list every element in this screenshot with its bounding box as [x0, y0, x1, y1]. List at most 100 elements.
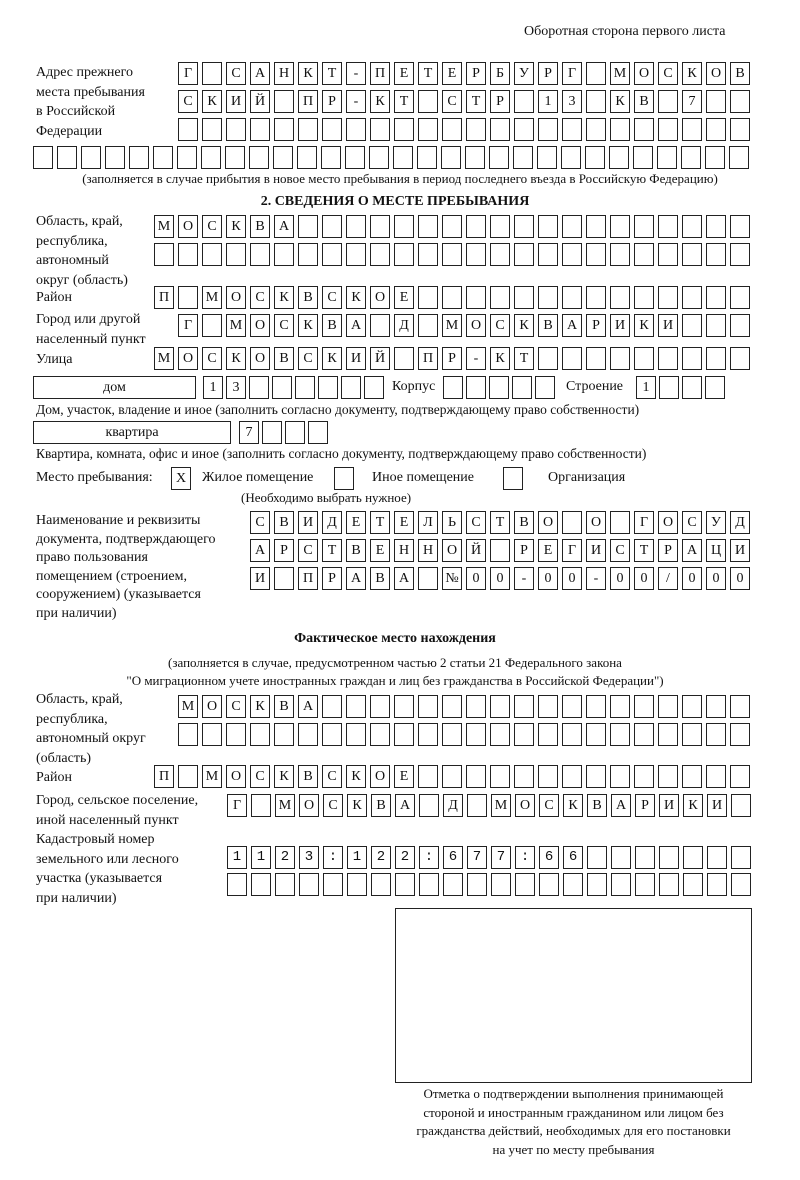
char-cell[interactable]: О: [442, 539, 462, 562]
char-cell[interactable]: Т: [322, 539, 342, 562]
char-cell[interactable]: [706, 314, 726, 337]
char-cell[interactable]: [490, 215, 510, 238]
char-cell[interactable]: М: [202, 765, 222, 788]
char-cell[interactable]: [227, 873, 247, 896]
char-cell[interactable]: [322, 695, 342, 718]
char-cell[interactable]: К: [346, 765, 366, 788]
char-cell[interactable]: [274, 243, 294, 266]
char-cell[interactable]: [682, 765, 702, 788]
char-cell[interactable]: [682, 215, 702, 238]
char-cell[interactable]: [297, 146, 317, 169]
char-cell[interactable]: М: [178, 695, 198, 718]
char-cell[interactable]: [610, 286, 630, 309]
char-cell[interactable]: [298, 215, 318, 238]
char-cell[interactable]: [586, 723, 606, 746]
char-cell[interactable]: Т: [394, 90, 414, 113]
char-cell[interactable]: [730, 347, 750, 370]
char-cell[interactable]: Г: [227, 794, 247, 817]
char-cell[interactable]: Р: [322, 90, 342, 113]
char-cell[interactable]: [538, 347, 558, 370]
char-cell[interactable]: [262, 421, 282, 444]
char-cell[interactable]: -: [346, 90, 366, 113]
char-cell[interactable]: [394, 347, 414, 370]
char-cell[interactable]: [371, 873, 391, 896]
char-cell[interactable]: [418, 765, 438, 788]
char-cell[interactable]: 0: [682, 567, 702, 590]
char-cell[interactable]: [371, 846, 391, 869]
char-cell[interactable]: 0: [634, 567, 654, 590]
char-cell[interactable]: [538, 215, 558, 238]
char-cell[interactable]: [561, 146, 581, 169]
char-cell[interactable]: [682, 347, 702, 370]
char-cell[interactable]: У: [706, 511, 726, 534]
char-cell[interactable]: [634, 243, 654, 266]
char-cell[interactable]: [730, 695, 750, 718]
char-cell[interactable]: [515, 846, 535, 869]
char-cell[interactable]: [250, 723, 270, 746]
char-cell[interactable]: К: [250, 695, 270, 718]
char-cell[interactable]: [491, 873, 511, 896]
char-cell[interactable]: [370, 314, 390, 337]
char-cell[interactable]: А: [562, 314, 582, 337]
char-cell[interactable]: [586, 118, 606, 141]
char-cell[interactable]: 0: [706, 567, 726, 590]
char-cell[interactable]: [318, 376, 338, 399]
char-cell[interactable]: [490, 539, 510, 562]
cadastral-row-1-boxes[interactable]: [227, 846, 755, 869]
char-cell[interactable]: [586, 90, 606, 113]
char-cell[interactable]: [322, 215, 342, 238]
char-cell[interactable]: П: [154, 765, 174, 788]
char-cell[interactable]: А: [250, 539, 270, 562]
char-cell[interactable]: [658, 243, 678, 266]
char-cell[interactable]: В: [298, 286, 318, 309]
char-cell[interactable]: [443, 873, 463, 896]
char-cell[interactable]: [562, 118, 582, 141]
char-cell[interactable]: О: [299, 794, 319, 817]
char-cell[interactable]: Р: [466, 62, 486, 85]
char-cell[interactable]: [370, 723, 390, 746]
char-cell[interactable]: [308, 421, 328, 444]
char-cell[interactable]: Т: [490, 511, 510, 534]
char-cell[interactable]: В: [298, 765, 318, 788]
char-cell[interactable]: [154, 243, 174, 266]
char-cell[interactable]: [610, 695, 630, 718]
char-cell[interactable]: [586, 695, 606, 718]
char-cell[interactable]: [418, 695, 438, 718]
char-cell[interactable]: [442, 723, 462, 746]
char-cell[interactable]: А: [250, 62, 270, 85]
char-cell[interactable]: С: [250, 286, 270, 309]
char-cell[interactable]: [610, 511, 630, 534]
char-cell[interactable]: И: [659, 794, 679, 817]
char-cell[interactable]: И: [730, 539, 750, 562]
char-cell[interactable]: С: [539, 794, 559, 817]
char-cell[interactable]: С: [298, 347, 318, 370]
char-cell[interactable]: И: [226, 90, 246, 113]
char-cell[interactable]: [730, 723, 750, 746]
char-cell[interactable]: [418, 118, 438, 141]
char-cell[interactable]: [370, 695, 390, 718]
char-cell[interactable]: [538, 243, 558, 266]
char-cell[interactable]: 7: [239, 421, 259, 444]
char-cell[interactable]: [370, 243, 390, 266]
char-cell[interactable]: [682, 286, 702, 309]
char-cell[interactable]: [683, 873, 703, 896]
char-cell[interactable]: А: [274, 215, 294, 238]
char-cell[interactable]: [706, 90, 726, 113]
char-cell[interactable]: С: [250, 511, 270, 534]
char-cell[interactable]: 0: [730, 567, 750, 590]
char-cell[interactable]: 0: [490, 567, 510, 590]
char-cell[interactable]: [491, 846, 511, 869]
char-cell[interactable]: [634, 347, 654, 370]
char-cell[interactable]: [634, 118, 654, 141]
char-cell[interactable]: [418, 567, 438, 590]
char-cell[interactable]: С: [610, 539, 630, 562]
char-cell[interactable]: О: [658, 511, 678, 534]
char-cell[interactable]: С: [178, 90, 198, 113]
char-cell[interactable]: [298, 723, 318, 746]
char-cell[interactable]: А: [346, 314, 366, 337]
char-cell[interactable]: [395, 846, 415, 869]
char-cell[interactable]: [467, 846, 487, 869]
char-cell[interactable]: Р: [514, 539, 534, 562]
char-cell[interactable]: [562, 511, 582, 534]
char-cell[interactable]: [514, 118, 534, 141]
